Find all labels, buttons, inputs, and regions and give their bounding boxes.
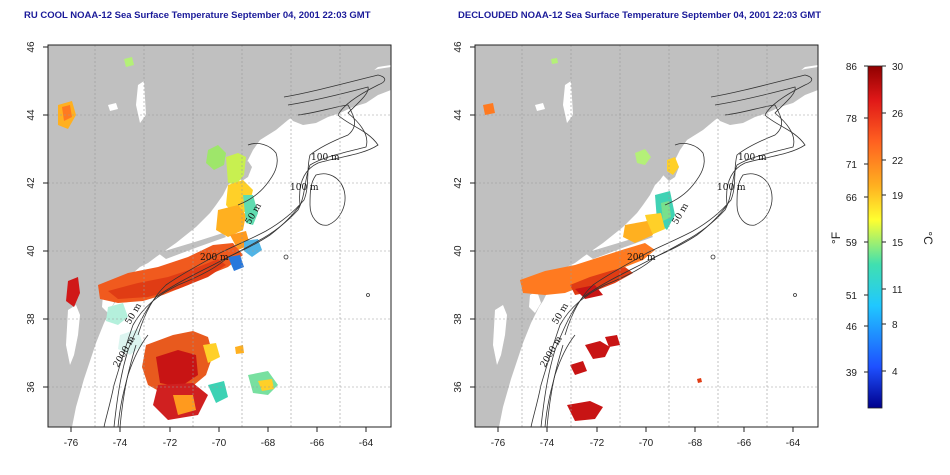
x-tick-left-1: -76 <box>64 438 79 449</box>
colorbar-c-label-7: 8 <box>892 320 898 331</box>
x-axis-left <box>70 427 367 432</box>
x-tick-right-1: -76 <box>491 438 506 449</box>
x-axis-right <box>497 427 794 432</box>
y-tick-right-5: 38 <box>453 313 464 325</box>
y-tick-left-2: 44 <box>26 109 37 121</box>
contour-label-l-2: 100 m <box>290 183 319 193</box>
contour-label-r-1: 100 m <box>738 153 767 163</box>
colorbar-f-label-3: 71 <box>846 160 858 171</box>
y-tick-left-6: 36 <box>26 381 37 393</box>
colorbar: 86 78 71 66 59 51 46 39 30 26 22 19 15 1… <box>829 62 935 409</box>
sst-field-left <box>58 57 278 420</box>
colorbar-c-label-5: 15 <box>892 238 904 249</box>
x-tick-right-4: -70 <box>639 438 654 449</box>
x-tick-left-7: -64 <box>359 438 374 449</box>
y-axis-right <box>470 46 475 388</box>
contour-label-l-1: 100 m <box>311 153 340 163</box>
x-tick-left-4: -70 <box>212 438 227 449</box>
colorbar-c-label-3: 22 <box>892 156 904 167</box>
y-tick-right-2: 44 <box>453 109 464 121</box>
colorbar-c-label-4: 19 <box>892 191 904 202</box>
colorbar-f-label-8: 39 <box>846 368 858 379</box>
x-tick-right-6: -66 <box>737 438 752 449</box>
x-tick-right-7: -64 <box>786 438 801 449</box>
colorbar-f-label-1: 86 <box>846 62 858 73</box>
y-tick-left-4: 40 <box>26 245 37 257</box>
colorbar-unit-fahrenheit: °F <box>829 232 843 244</box>
colorbar-f-label-5: 59 <box>846 238 858 249</box>
y-tick-left-5: 38 <box>26 313 37 325</box>
contour-label-r-4: 200 m <box>627 253 656 263</box>
colorbar-f-label-6: 51 <box>846 291 858 302</box>
contour-label-l-4: 200 m <box>200 253 229 263</box>
x-tick-left-3: -72 <box>163 438 178 449</box>
y-tick-right-3: 42 <box>453 177 464 189</box>
x-tick-left-5: -68 <box>261 438 276 449</box>
colorbar-c-label-2: 26 <box>892 109 904 120</box>
y-tick-right-1: 46 <box>453 41 464 53</box>
y-axis-left <box>43 46 48 388</box>
contour-label-r-2: 100 m <box>717 183 746 193</box>
map-panel-right: 100 m 100 m 50 m 200 m 50 m 2000 m <box>474 44 819 428</box>
map-title-left: RU COOL NOAA-12 Sea Surface Temperature … <box>24 10 371 21</box>
sst-field-right <box>483 58 702 421</box>
x-tick-left-6: -66 <box>310 438 325 449</box>
colorbar-f-label-2: 78 <box>846 114 858 125</box>
map-panel-left: 100 m 100 m 50 m 200 m 50 m 2000 m <box>47 44 392 428</box>
colorbar-c-label-1: 30 <box>892 62 904 73</box>
x-tick-left-2: -74 <box>113 438 128 449</box>
x-tick-right-3: -72 <box>590 438 605 449</box>
colorbar-gradient <box>867 65 883 409</box>
colorbar-c-label-6: 11 <box>892 285 903 296</box>
y-tick-right-4: 40 <box>453 245 464 257</box>
y-tick-left-3: 42 <box>26 177 37 189</box>
y-tick-left-1: 46 <box>26 41 37 53</box>
y-tick-right-6: 36 <box>453 381 464 393</box>
colorbar-f-label-7: 46 <box>846 322 858 333</box>
map-title-right: DECLOUDED NOAA-12 Sea Surface Temperatur… <box>458 10 822 21</box>
x-tick-right-2: -74 <box>540 438 555 449</box>
colorbar-f-label-4: 66 <box>846 193 858 204</box>
x-tick-right-5: -68 <box>688 438 703 449</box>
colorbar-c-label-8: 4 <box>892 367 898 378</box>
colorbar-unit-celsius: °C <box>921 231 935 245</box>
